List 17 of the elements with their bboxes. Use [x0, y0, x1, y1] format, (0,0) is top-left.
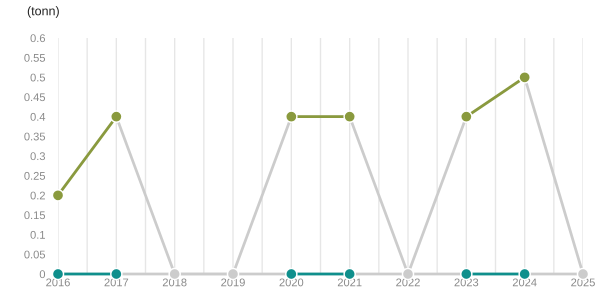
- y-tick-label: 0.6: [30, 34, 46, 42]
- y-tick-label: 0.1: [30, 230, 45, 239]
- y-tick-label: 0.25: [24, 172, 46, 180]
- x-tick-label: 2019: [221, 278, 245, 286]
- x-tick-label: 2016: [46, 278, 70, 286]
- y-tick-label: 0.45: [24, 93, 46, 102]
- y-axis-title: (tonn): [28, 6, 59, 18]
- y-tick-label: 0.3: [30, 152, 46, 160]
- y-tick-label: 0.35: [24, 132, 46, 140]
- y-tick-label: 0.05: [24, 250, 46, 258]
- y-tick-label: 0.4: [30, 112, 46, 121]
- y-tick-label: 0.5: [30, 74, 46, 82]
- x-tick-label: 2018: [162, 278, 187, 286]
- y-tick-label: 0: [40, 270, 46, 278]
- y-tick-label: 0.2: [30, 192, 45, 200]
- y-tick-label: 0.55: [24, 54, 46, 62]
- y-tick-label: 0.15: [24, 211, 46, 220]
